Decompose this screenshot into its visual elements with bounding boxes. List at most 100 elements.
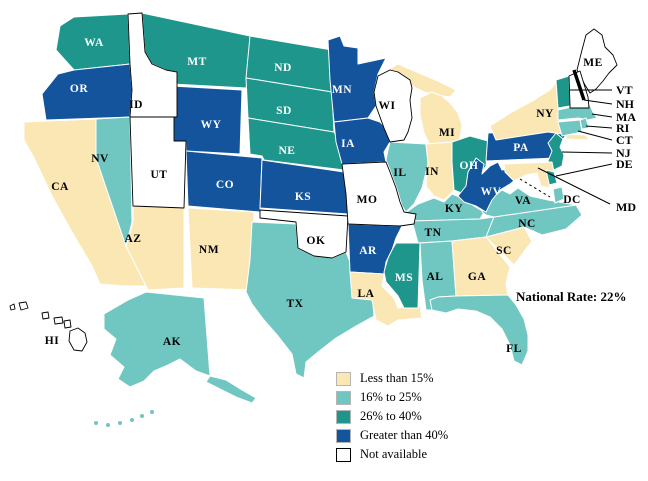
callout-label-ri: RI [616,121,630,135]
callout-label-nh: NH [616,97,635,111]
state-nc [485,204,583,238]
callout-label-ma: MA [616,110,636,124]
state-label-ar: AR [359,245,377,257]
state-ak-island [140,414,144,418]
state-hi [63,319,72,329]
legend-label: 26% to 40% [360,409,422,423]
state-ak [205,375,257,404]
state-ak-island [94,421,98,425]
legend-swatch [336,390,351,405]
callout-label-md: MD [616,200,636,214]
state-label-tn: TN [425,227,442,239]
state-nj [547,132,565,171]
legend-item: Not available [336,445,448,464]
legend-label: Not available [360,447,427,461]
state-label-nv: NV [91,153,109,165]
state-ok [259,209,349,259]
state-ak-island [150,410,154,414]
callout-line-nj [561,151,613,154]
state-vt [555,75,571,109]
state-id [127,12,178,118]
state-label-nd: ND [274,62,292,74]
state-label-ks: KS [295,191,311,203]
state-hi [68,327,88,352]
callout-line-ct [577,130,613,141]
state-ak [103,291,211,388]
state-label-ga: GA [468,271,486,283]
state-label-il: IL [393,167,406,179]
callout-label-nj: NJ [616,146,631,160]
legend-item: Less than 15% [336,369,448,388]
state-label-pa: PA [513,142,529,154]
state-fl [429,294,529,366]
state-label-ca: CA [51,181,69,193]
state-label-tx: TX [287,298,304,310]
state-ak-island [118,421,122,425]
legend-swatch [336,447,351,462]
state-label-ok: OK [307,235,326,247]
state-me [576,28,618,94]
state-label-dc: DC [563,194,581,206]
legend-swatch [336,409,351,424]
callout-line-ma [591,113,613,118]
state-label-mi: MI [439,127,455,139]
state-label-nm: NM [199,244,219,256]
state-label-ia: IA [341,138,355,150]
state-label-sd: SD [276,105,292,117]
state-ia [333,117,391,165]
callout-label-de: DE [616,157,633,171]
state-label-wv: WV [481,186,502,198]
callout-label-vt: VT [616,83,633,97]
state-label-ne: NE [279,145,296,157]
state-mi [419,91,463,150]
state-label-me: ME [583,57,603,69]
legend-item: 26% to 40% [336,407,448,426]
national-rate-text: National Rate: 22% [516,289,627,304]
state-ms [383,242,421,309]
state-ny [565,133,590,141]
state-hi [18,301,29,311]
state-ak-island [130,418,134,422]
state-label-ut: UT [151,169,168,181]
state-label-ak: AK [163,336,181,348]
state-label-hi: HI [45,335,59,347]
state-label-co: CO [216,179,234,191]
legend-label: Greater than 40% [360,428,449,442]
state-label-wy: WY [201,119,222,131]
state-label-mn: MN [332,84,352,96]
callout-line-ri [585,125,613,129]
state-label-ky: KY [445,203,463,215]
state-label-ms: MS [395,272,413,284]
legend-label: Less than 15% [360,371,434,385]
state-hi [41,311,50,320]
state-ut [129,116,187,209]
legend-item: 16% to 25% [336,388,448,407]
state-label-id: ID [129,99,143,111]
legend-label: 16% to 25% [360,390,422,404]
state-va [481,187,577,218]
state-label-wi: WI [379,100,396,112]
callout-line-nh [583,99,613,105]
state-label-wa: WA [84,37,104,49]
state-mo [341,161,417,227]
callout-label-ct: CT [616,133,633,147]
state-wi [373,69,413,143]
state-label-sc: SC [496,245,512,257]
callout-line-de [555,163,613,177]
map-legend: Less than 15% 16% to 25% 26% to 40% Grea… [336,369,448,464]
legend-item: Greater than 40% [336,426,448,445]
state-label-or: OR [70,83,88,95]
state-hi [9,303,16,311]
state-az [125,205,185,291]
state-label-mo: MO [357,194,378,206]
state-la [349,271,423,327]
state-dc [552,186,565,204]
state-label-mt: MT [187,56,207,68]
md-dashed-line [519,178,551,198]
legend-swatch [336,371,351,386]
state-label-in: IN [425,166,439,178]
state-label-ny: NY [536,108,554,120]
state-label-la: LA [358,288,375,300]
state-label-fl: FL [506,343,522,355]
